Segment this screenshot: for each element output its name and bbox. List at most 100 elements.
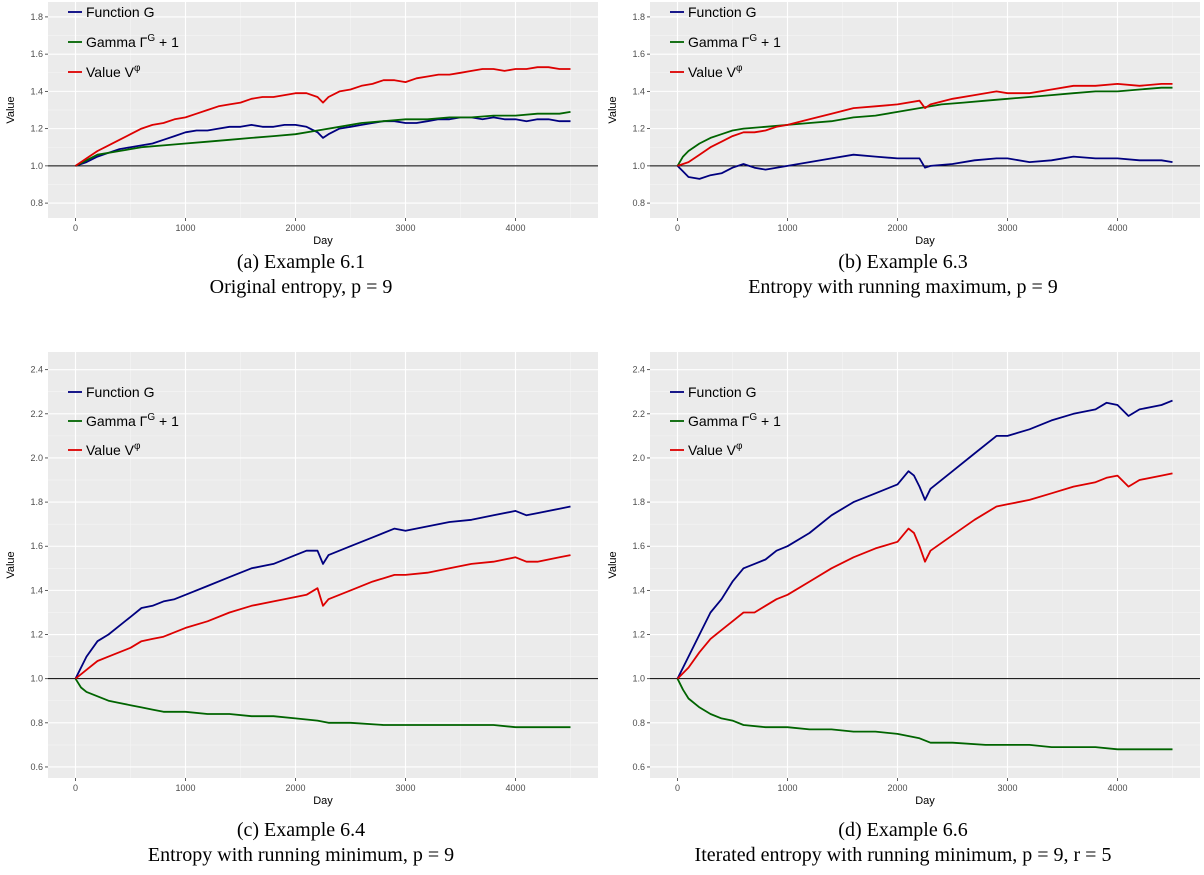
legend-label-2: Value Vφ xyxy=(86,441,141,458)
y-tick-label: 1.2 xyxy=(632,124,645,134)
x-axis-title: Day xyxy=(915,235,935,247)
y-tick-label: 0.6 xyxy=(632,762,645,772)
legend-label-1: Gamma ΓG + 1 xyxy=(86,33,179,50)
x-tick-label: 0 xyxy=(675,783,680,793)
y-tick-label: 1.0 xyxy=(632,674,645,684)
caption-title-d: (d) Example 6.6 xyxy=(838,819,968,841)
caption-title-b: (b) Example 6.3 xyxy=(838,251,968,273)
y-tick-label: 1.6 xyxy=(632,541,645,551)
caption-subtitle-c: Entropy with running minimum, p = 9 xyxy=(147,844,455,866)
y-tick-label: 0.8 xyxy=(632,718,645,728)
caption-subtitle-b: Entropy with running maximum, p = 9 xyxy=(748,276,1058,298)
y-tick-label: 1.0 xyxy=(30,161,43,171)
legend-label-2: Value Vφ xyxy=(86,63,141,80)
y-tick-label: 0.8 xyxy=(632,198,645,208)
x-tick-label: 4000 xyxy=(1107,783,1127,793)
x-axis-title: Day xyxy=(313,795,333,807)
x-tick-label: 4000 xyxy=(505,223,525,233)
legend-label-0: Function G xyxy=(688,4,756,20)
chart-panel-a: 0 1000 2000 3000 4000 0.8 1.0 1.2 1.4 1.6 1.8 Day Va… xyxy=(0,0,602,437)
y-tick-label: 1.4 xyxy=(30,585,43,595)
legend-label-1: Gamma ΓG + 1 xyxy=(688,412,781,429)
plot-background xyxy=(650,352,1200,778)
series-line-1 xyxy=(676,86,1173,167)
y-tick-label: 1.2 xyxy=(30,124,43,134)
chart-b: 0 1000 2000 3000 4000 0.8 1.0 1.2 1.4 1.6 1.8 Day Va… xyxy=(607,2,1200,247)
x-tick-label: 1000 xyxy=(777,783,797,793)
series-line-0 xyxy=(75,116,571,167)
y-tick-label: 2.4 xyxy=(30,365,43,375)
series-line-0 xyxy=(676,153,1173,180)
y-tick-label: 1.8 xyxy=(632,12,645,22)
legend-label-1: Gamma ΓG + 1 xyxy=(688,33,781,50)
y-tick-label: 0.6 xyxy=(30,762,43,772)
y-tick-label: 1.0 xyxy=(30,674,43,684)
series-line-2 xyxy=(74,554,571,680)
x-tick-label: 2000 xyxy=(285,223,305,233)
y-tick-label: 1.8 xyxy=(30,12,43,22)
y-tick-label: 1.4 xyxy=(30,86,43,96)
x-tick-label: 2000 xyxy=(887,223,907,233)
y-axis-title: Value xyxy=(5,96,17,123)
y-axis-title: Value xyxy=(5,551,17,578)
legend-label-2: Value Vφ xyxy=(688,441,743,458)
series-line-2 xyxy=(74,66,571,167)
caption-subtitle-d: Iterated entropy with running minimum, p… xyxy=(694,844,1112,866)
x-tick-label: 4000 xyxy=(505,783,525,793)
legend-label-2: Value Vφ xyxy=(688,63,743,80)
y-tick-label: 2.0 xyxy=(632,453,645,463)
series-line-1 xyxy=(74,678,571,729)
x-tick-label: 1000 xyxy=(175,783,195,793)
x-tick-label: 3000 xyxy=(997,223,1017,233)
y-tick-label: 1.0 xyxy=(632,161,645,171)
y-axis-title: Value xyxy=(607,551,619,578)
caption-d: (d) Example 6.6 Iterated entropy with ru… xyxy=(602,818,1204,874)
x-tick-label: 0 xyxy=(675,223,680,233)
y-tick-label: 1.6 xyxy=(30,49,43,59)
y-tick-label: 0.8 xyxy=(30,718,43,728)
y-tick-label: 2.0 xyxy=(30,453,43,463)
caption-title-a: (a) Example 6.1 xyxy=(236,251,366,273)
y-tick-label: 1.4 xyxy=(632,86,645,96)
y-tick-label: 1.2 xyxy=(30,630,43,640)
x-tick-label: 1000 xyxy=(175,223,195,233)
x-axis-title: Day xyxy=(915,795,935,807)
caption-title-c: (c) Example 6.4 xyxy=(236,819,366,841)
x-tick-label: 1000 xyxy=(777,223,797,233)
y-tick-label: 1.8 xyxy=(632,497,645,507)
chart-d: 0 1000 2000 3000 4000 0.6 0.8 1.0 1.2 1.4 1.6 1.8 2.… xyxy=(607,352,1200,807)
legend-label-0: Function G xyxy=(86,384,154,400)
series-line-1 xyxy=(75,111,571,167)
x-tick-label: 2000 xyxy=(887,783,907,793)
x-tick-label: 2000 xyxy=(285,783,305,793)
y-tick-label: 0.8 xyxy=(30,198,43,208)
x-axis-title: Day xyxy=(313,235,333,247)
caption-c: (c) Example 6.4 Entropy with running min… xyxy=(0,818,602,874)
chart-panel-c: 0 1000 2000 3000 4000 0.6 0.8 1.0 1.2 1.4 1.6 1.8 2.… xyxy=(0,350,602,807)
series-line-2 xyxy=(677,83,1173,167)
y-tick-label: 2.4 xyxy=(632,365,645,375)
x-tick-label: 0 xyxy=(73,223,78,233)
y-tick-label: 1.4 xyxy=(632,585,645,595)
chart-panel-b: 0 1000 2000 3000 4000 0.8 1.0 1.2 1.4 1.6 1.8 Day Va… xyxy=(602,0,1204,437)
y-tick-label: 1.8 xyxy=(30,497,43,507)
x-tick-label: 3000 xyxy=(395,783,415,793)
series-line-0 xyxy=(74,505,571,680)
x-tick-label: 3000 xyxy=(997,783,1017,793)
legend-label-1: Gamma ΓG + 1 xyxy=(86,412,179,429)
x-tick-label: 3000 xyxy=(395,223,415,233)
legend-label-0: Function G xyxy=(688,384,756,400)
x-tick-label: 4000 xyxy=(1107,223,1127,233)
y-tick-label: 2.2 xyxy=(30,409,43,419)
chart-panel-d: 0 1000 2000 3000 4000 0.6 0.8 1.0 1.2 1.4 1.6 1.8 2.… xyxy=(602,350,1204,807)
series-line-1 xyxy=(676,678,1173,751)
series-line-0 xyxy=(676,399,1173,680)
chart-a: 0 1000 2000 3000 4000 0.8 1.0 1.2 1.4 1.6 1.8 Day Va… xyxy=(5,2,598,247)
y-tick-label: 2.2 xyxy=(632,409,645,419)
legend-label-0: Function G xyxy=(86,4,154,20)
y-tick-label: 1.6 xyxy=(30,541,43,551)
y-tick-label: 1.6 xyxy=(632,49,645,59)
x-tick-label: 0 xyxy=(73,783,78,793)
chart-c: 0 1000 2000 3000 4000 0.6 0.8 1.0 1.2 1.4 1.6 1.8 2.… xyxy=(5,352,598,807)
y-axis-title: Value xyxy=(607,96,619,123)
